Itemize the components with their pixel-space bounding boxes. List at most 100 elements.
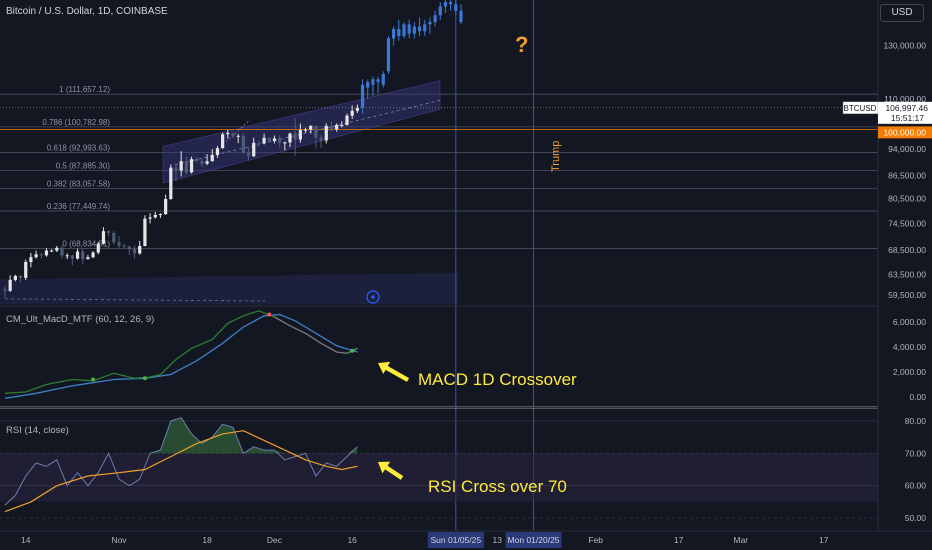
time-tick-label: Nov (111, 535, 127, 545)
macd-crossover-dot (267, 312, 272, 317)
fib-level-label: 0.618 (92,993.63) (47, 144, 110, 153)
price-tag-label: 106,997.46 (885, 103, 928, 113)
macd-tick-label: 0.00 (909, 392, 926, 402)
level-tag (878, 126, 932, 139)
candle (132, 249, 137, 254)
candle (96, 243, 100, 253)
macd-arrow (378, 361, 410, 382)
macd-crossover-dot (142, 376, 147, 381)
time-tick-label: Feb (588, 535, 603, 545)
rsi-tick-label: 80.00 (905, 416, 927, 426)
macd-tick-label: 6,000.00 (893, 317, 926, 327)
candle (91, 252, 95, 258)
projected-candle (423, 24, 427, 32)
lower-channel (0, 272, 458, 305)
price-tick-label: 74,500.00 (888, 218, 926, 228)
candle (205, 161, 209, 164)
candle (319, 137, 323, 141)
rsi-tick-label: 70.00 (905, 448, 927, 458)
macd-line-rising (4, 310, 275, 394)
candle (24, 262, 28, 278)
level-tag-label: 100,000.00 (883, 127, 926, 137)
macd-tick-label: 2,000.00 (893, 367, 926, 377)
candle (127, 246, 131, 250)
candle (303, 129, 308, 131)
macd-signal-line (4, 313, 358, 399)
candle (335, 124, 339, 130)
candle (107, 231, 111, 233)
rsi-arrow-shape (378, 461, 404, 480)
price-tick-label: 63,500.00 (888, 269, 926, 279)
time-marker-tag (427, 532, 484, 548)
candle (158, 214, 163, 216)
fib-level-label: 0.236 (77,449.74) (47, 202, 110, 211)
rsi-note: RSI Cross over 70 (428, 477, 567, 496)
candle (153, 214, 157, 218)
candle (293, 133, 297, 140)
candle (195, 159, 199, 161)
candle (200, 160, 204, 164)
add-alert-icon[interactable] (366, 290, 380, 304)
rsi-ma-line (4, 430, 358, 513)
projected-candle (392, 28, 396, 39)
macd-note: MACD 1D Crossover (418, 370, 577, 389)
macd-arrow-shape (378, 361, 410, 382)
price-tick-label: 80,500.00 (888, 194, 926, 204)
projected-candle (412, 26, 416, 34)
macd-tick-label: 4,000.00 (893, 342, 926, 352)
candle (3, 289, 7, 291)
candle (283, 142, 287, 144)
price-tick-label: 59,500.00 (888, 290, 926, 300)
time-tick-label: Dec (267, 535, 283, 545)
rsi-indicator-title[interactable]: RSI (14, close) (6, 425, 69, 436)
candle (314, 125, 318, 138)
price-tick-label: 68,500.00 (888, 245, 926, 255)
price-tick-label: 110,000.00 (884, 94, 926, 104)
time-marker-tag (505, 532, 562, 548)
time-marker-label: Sun 01/05/25 (431, 535, 482, 545)
currency-button[interactable]: USD (880, 4, 924, 22)
candle (81, 251, 85, 260)
candle (329, 125, 334, 130)
projected-candle (376, 79, 380, 83)
time-marker-label: Mon 01/20/25 (508, 535, 560, 545)
candle (309, 125, 313, 130)
candle (298, 130, 302, 140)
candle (246, 152, 251, 157)
candle (70, 255, 74, 259)
projected-candle (371, 79, 375, 85)
candle (8, 279, 12, 291)
trump-event-label: Trump (550, 141, 562, 172)
time-tick-label: 17 (674, 535, 684, 545)
candle (50, 250, 54, 252)
projected-candle (366, 82, 370, 88)
candle (241, 135, 245, 153)
candle (210, 154, 214, 162)
candle (143, 218, 147, 246)
price-tick-label: 94,000.00 (888, 144, 926, 154)
candle (148, 217, 152, 219)
price-countdown: 15:51:17 (891, 113, 924, 123)
candle (179, 161, 183, 171)
projected-candle (454, 4, 458, 11)
macd-indicator-title[interactable]: CM_Ult_MacD_MTF (60, 12, 26, 9) (6, 314, 155, 325)
candle (267, 137, 271, 142)
candle (226, 132, 230, 135)
projected-candle (386, 38, 391, 72)
symbol-tag-label: BTCUSD (844, 104, 877, 113)
candle (101, 231, 106, 244)
fib-level-label: 0.382 (83,057.58) (47, 180, 110, 189)
candle (340, 124, 344, 126)
question-mark-annotation: ? (515, 32, 528, 57)
candle (117, 242, 121, 246)
candle (164, 199, 168, 215)
macd-crossover-dot (350, 348, 355, 353)
price-tick-label: 130,000.00 (883, 41, 926, 51)
projected-candle (397, 28, 401, 36)
rsi-arrow (378, 461, 404, 480)
candle (55, 247, 59, 251)
projected-candle (407, 24, 411, 34)
candle (189, 159, 194, 173)
